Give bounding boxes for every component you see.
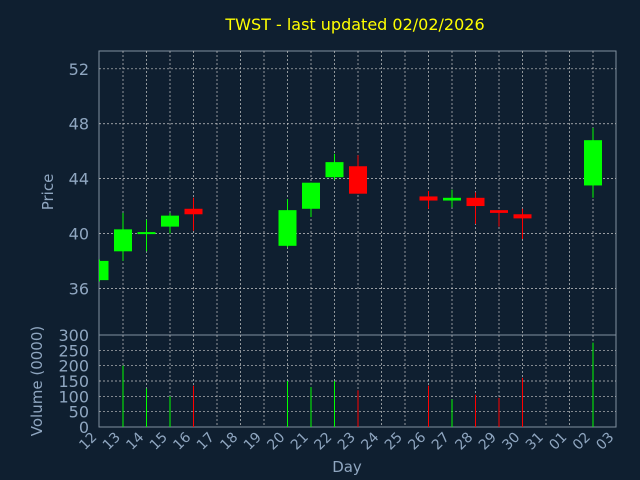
x-tick-label: 01	[546, 430, 570, 454]
x-tick-label: 28	[452, 430, 476, 454]
x-tick-label: 25	[382, 430, 406, 454]
price-tick-label: 40	[69, 224, 89, 243]
x-tick-label: 18	[217, 430, 241, 454]
x-tick-label: 26	[405, 429, 429, 453]
x-tick-label: 21	[288, 430, 312, 454]
price-tick-label: 36	[69, 279, 89, 298]
volume-axis-label: Volume (0000)	[28, 326, 46, 436]
x-tick-label: 30	[499, 430, 523, 454]
candle-body	[137, 232, 156, 235]
price-tick-label: 44	[69, 170, 89, 189]
x-tick-label: 03	[593, 430, 617, 454]
price-axis-label: Price	[39, 174, 57, 211]
volume-tick-label: 100	[58, 387, 89, 406]
candle-body	[584, 140, 602, 186]
candle-body	[302, 182, 320, 209]
x-tick-label: 13	[100, 430, 124, 454]
candle-body	[278, 210, 297, 246]
x-tick-label: 16	[170, 429, 194, 453]
x-axis-label: Day	[332, 458, 362, 476]
chart-title: TWST - last updated 02/02/2026	[224, 15, 484, 34]
volume-bars	[122, 342, 594, 427]
price-tick-label: 48	[69, 115, 89, 134]
x-tick-label: 15	[147, 430, 171, 454]
x-tick-label: 23	[335, 430, 359, 454]
candles	[99, 127, 602, 282]
candle-body	[161, 215, 179, 227]
price-panel: 36 40 44 48 52 Price	[39, 50, 617, 336]
volume-tick-label: 150	[58, 372, 89, 391]
candle-body	[419, 196, 438, 201]
volume-tick-label: 200	[58, 357, 89, 376]
candle-body	[490, 210, 508, 213]
candle-body	[99, 260, 109, 281]
volume-tick-label: 0	[79, 418, 89, 437]
candle-body	[184, 208, 203, 215]
volume-tick-label: 250	[58, 341, 89, 360]
price-tick-label: 52	[69, 60, 89, 79]
x-tick-label: 19	[241, 430, 265, 454]
candle-body	[513, 214, 532, 219]
candle-body	[443, 197, 461, 201]
x-tick-label: 24	[358, 429, 382, 453]
candle-body	[114, 229, 132, 252]
x-tick-label: 22	[311, 430, 335, 454]
volume-tick-label: 300	[58, 326, 89, 345]
x-tick-label: 27	[429, 430, 453, 454]
volume-tick-label: 50	[69, 403, 89, 422]
x-tick-label: 20	[264, 430, 288, 454]
x-tick-label: 17	[194, 430, 218, 454]
candle-body	[466, 197, 485, 207]
x-tick-labels: 12 13 14 15 16 17 18 19 20 21 22 23 24 25 26 27 28 29 30 31…	[76, 429, 617, 453]
x-tick-label: 31	[523, 430, 547, 454]
candle-body	[325, 162, 344, 178]
x-tick-label: 14	[123, 429, 147, 453]
x-tick-label: 02	[570, 430, 594, 454]
price-tick-labels: 36 40 44 48 52	[69, 60, 89, 299]
candle-body	[349, 166, 367, 194]
x-tick-label: 29	[476, 430, 500, 454]
